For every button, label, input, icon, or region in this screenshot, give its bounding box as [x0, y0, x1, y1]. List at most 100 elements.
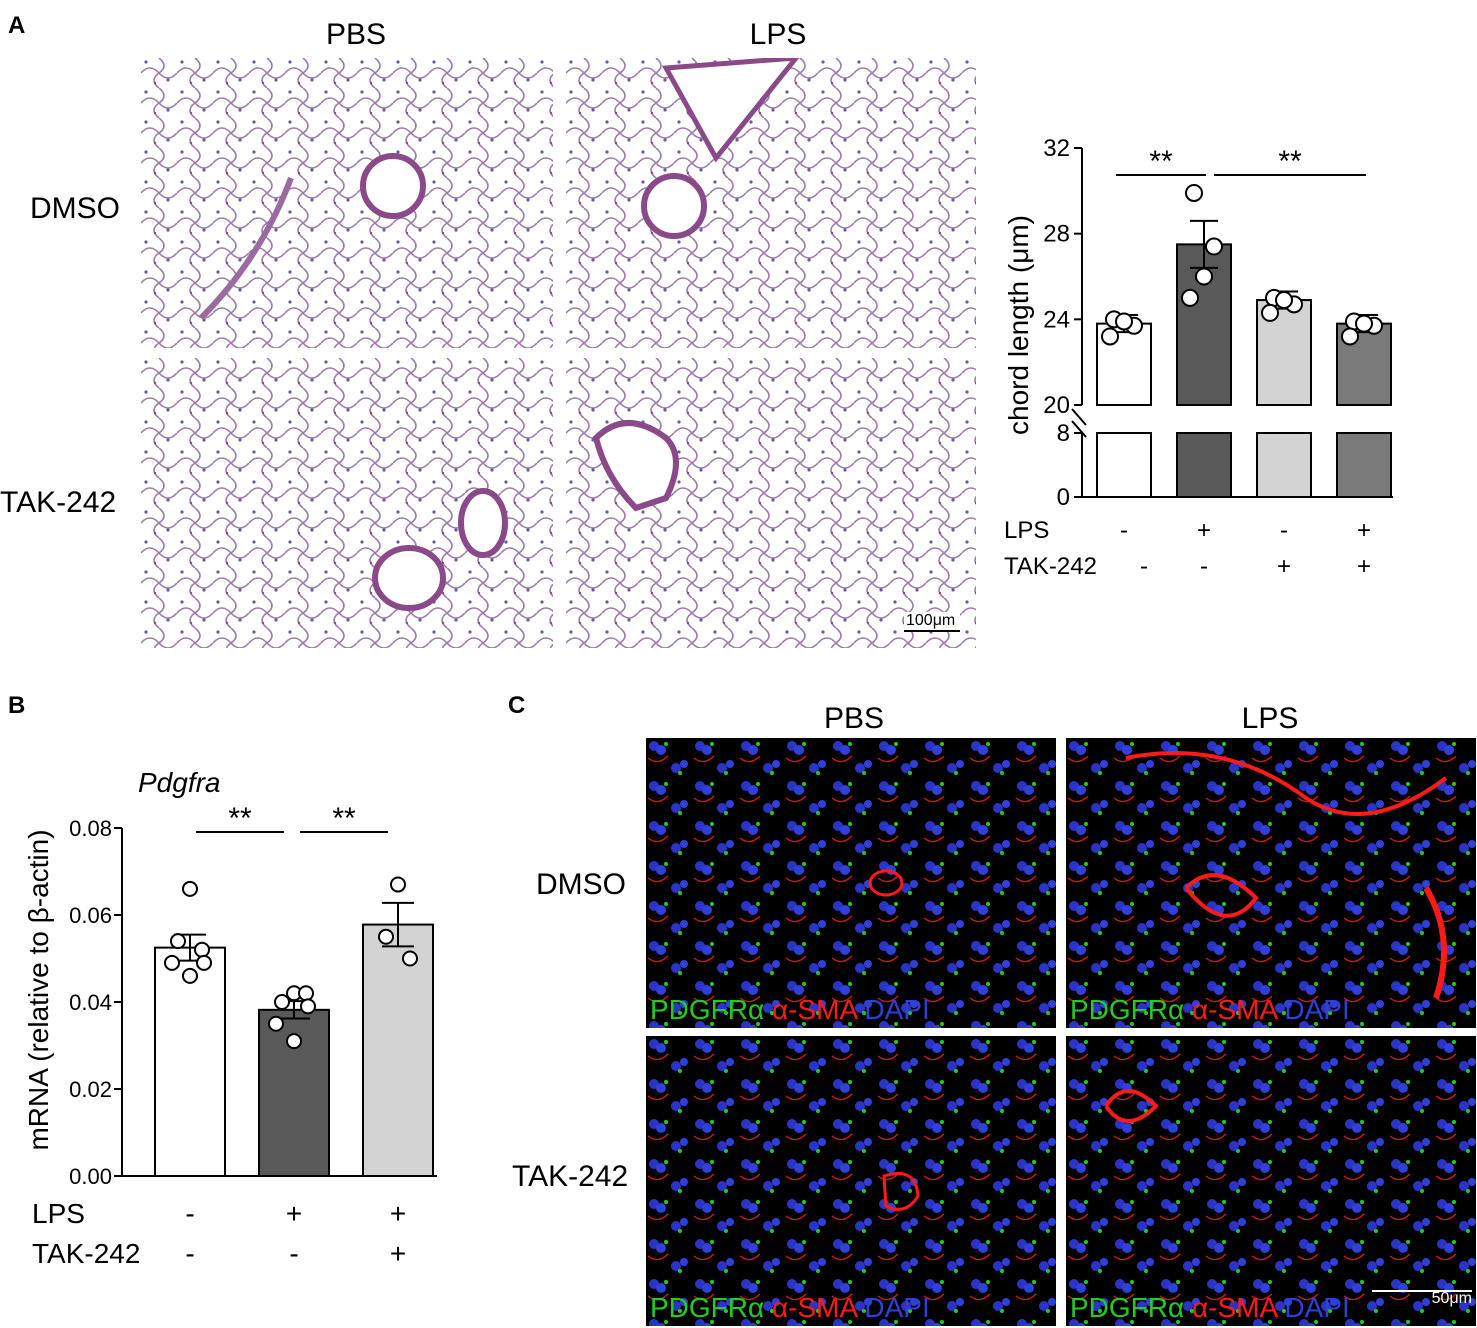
data-point: [1181, 288, 1199, 307]
data-point: [286, 1033, 302, 1050]
data-point: [1341, 327, 1359, 346]
fluorescence-image-lps-dmso: PDGFRα α-SMA DAPI: [1066, 738, 1476, 1028]
data-point: [1185, 183, 1203, 202]
y-tick-label: 0.06: [69, 903, 112, 928]
data-point: [402, 950, 418, 967]
panel-a-col-label-lps: LPS: [749, 18, 807, 51]
panel-letter-b: B: [8, 692, 26, 719]
bar: [362, 923, 434, 1177]
y-axis-label: chord length (μm): [1003, 215, 1034, 435]
y-tick-label: 8: [1057, 420, 1070, 447]
bar: [154, 946, 226, 1177]
stain-label-asma: α-SMA: [1191, 1292, 1277, 1323]
y-tick-label: 20: [1043, 392, 1070, 419]
data-point: [1355, 314, 1373, 333]
condition-sign: -: [1200, 553, 1208, 580]
histology-image-pbs-tak242: [141, 358, 553, 648]
stain-label-pdgfra: PDGFRα: [650, 1292, 765, 1323]
stain-label-dapi: DAPI: [1284, 994, 1350, 1025]
panel-a-row-label-dmso: DMSO: [30, 192, 120, 225]
data-point: [268, 1015, 284, 1032]
data-point: [300, 998, 316, 1015]
panel-c-col-label-lps: LPS: [1241, 702, 1299, 735]
panel-letter-c: C: [508, 692, 526, 719]
data-point: [170, 933, 186, 950]
condition-label: TAK-242: [32, 1238, 140, 1269]
significance-label: **: [1149, 145, 1173, 178]
y-tick-label: 0.00: [69, 1164, 112, 1189]
condition-sign: -: [289, 1238, 298, 1269]
fluorescence-image-pbs-dmso: PDGFRα α-SMA DAPI: [646, 738, 1056, 1028]
data-point: [274, 994, 290, 1010]
y-tick-label: 28: [1043, 221, 1070, 248]
chart-title: Pdgfra: [138, 767, 221, 798]
panel-c-row-label-dmso: DMSO: [536, 868, 626, 901]
data-point: [1101, 327, 1119, 346]
condition-label: LPS: [1004, 517, 1049, 544]
data-point: [194, 941, 210, 958]
condition-sign: -: [1120, 517, 1128, 544]
fluorescence-caption: PDGFRα α-SMA DAPI: [1070, 994, 1350, 1026]
stain-label-asma: α-SMA: [771, 1292, 857, 1323]
panel-c-row-label-tak242: TAK-242: [512, 1160, 629, 1193]
y-tick-label: 0.04: [69, 990, 112, 1015]
data-point: [1261, 303, 1279, 322]
stain-label-asma: α-SMA: [1191, 994, 1277, 1025]
condition-sign: +: [1357, 553, 1371, 580]
bar-lower: [1256, 432, 1312, 498]
condition-sign: -: [185, 1238, 194, 1269]
stain-label-pdgfra: PDGFRα: [1070, 994, 1185, 1025]
bar-lower: [1176, 432, 1232, 498]
scale-bar-c-label: 50μm: [1431, 1290, 1472, 1307]
condition-sign: +: [1277, 553, 1291, 580]
fluorescence-caption: PDGFRα α-SMA DAPI: [650, 1292, 930, 1324]
stain-label-pdgfra: PDGFRα: [650, 994, 765, 1025]
axis-break-mark: [1071, 408, 1087, 426]
condition-sign: -: [185, 1198, 194, 1229]
significance-label: **: [332, 802, 356, 835]
panel-letter-a: A: [8, 12, 26, 39]
data-point: [1115, 312, 1133, 331]
condition-sign: -: [1140, 553, 1148, 580]
data-point: [164, 954, 180, 971]
bar-lower: [1336, 432, 1392, 498]
histology-image-lps-tak242: 100μm: [566, 358, 976, 648]
significance-label: **: [228, 802, 252, 835]
fluorescence-caption: PDGFRα α-SMA DAPI: [650, 994, 930, 1026]
data-point: [378, 928, 394, 945]
axis-break-mark: [1071, 420, 1087, 438]
chart-b: Pdgfra 0.00 0.02 0.04 0.06 0.08 mRNA (relative…: [23, 767, 437, 1269]
data-point: [1195, 267, 1213, 286]
scale-bar-a: 100μm: [904, 612, 960, 632]
scale-bar-a-label: 100μm: [904, 612, 960, 630]
significance-label: **: [1278, 145, 1302, 178]
y-tick-label: 0: [1057, 484, 1070, 511]
y-tick-label: 0.08: [69, 816, 112, 841]
stain-label-pdgfra: PDGFRα: [1070, 1292, 1185, 1323]
condition-sign: +: [390, 1198, 406, 1229]
stain-label-dapi: DAPI: [1284, 1292, 1350, 1323]
stain-label-dapi: DAPI: [864, 994, 930, 1025]
condition-sign: +: [286, 1198, 302, 1229]
fluorescence-image-pbs-tak242: PDGFRα α-SMA DAPI: [646, 1036, 1056, 1326]
panel-c-col-label-pbs: PBS: [823, 702, 885, 735]
condition-sign: -: [1280, 517, 1288, 544]
fluorescence-image-lps-tak242: PDGFRα α-SMA DAPI 50μm: [1066, 1036, 1476, 1326]
data-point: [182, 967, 198, 984]
stain-label-asma: α-SMA: [771, 994, 857, 1025]
data-point: [390, 876, 406, 893]
condition-label: TAK-242: [1004, 553, 1097, 580]
y-tick-label: 24: [1043, 306, 1070, 333]
data-point: [196, 954, 212, 971]
scale-bar-c: 50μm: [1372, 1290, 1472, 1307]
y-tick-label: 32: [1043, 135, 1070, 162]
panel-a-col-label-pbs: PBS: [325, 18, 387, 51]
bar-lower: [1096, 432, 1152, 498]
data-point: [182, 880, 198, 897]
data-point: [1275, 291, 1293, 310]
panel-a-row-label-tak242: TAK-242: [0, 486, 117, 519]
histology-image-pbs-dmso: [141, 58, 553, 348]
fluorescence-caption: PDGFRα α-SMA DAPI: [1070, 1292, 1350, 1324]
bar-upper: [1096, 322, 1152, 406]
condition-label: LPS: [32, 1198, 85, 1229]
